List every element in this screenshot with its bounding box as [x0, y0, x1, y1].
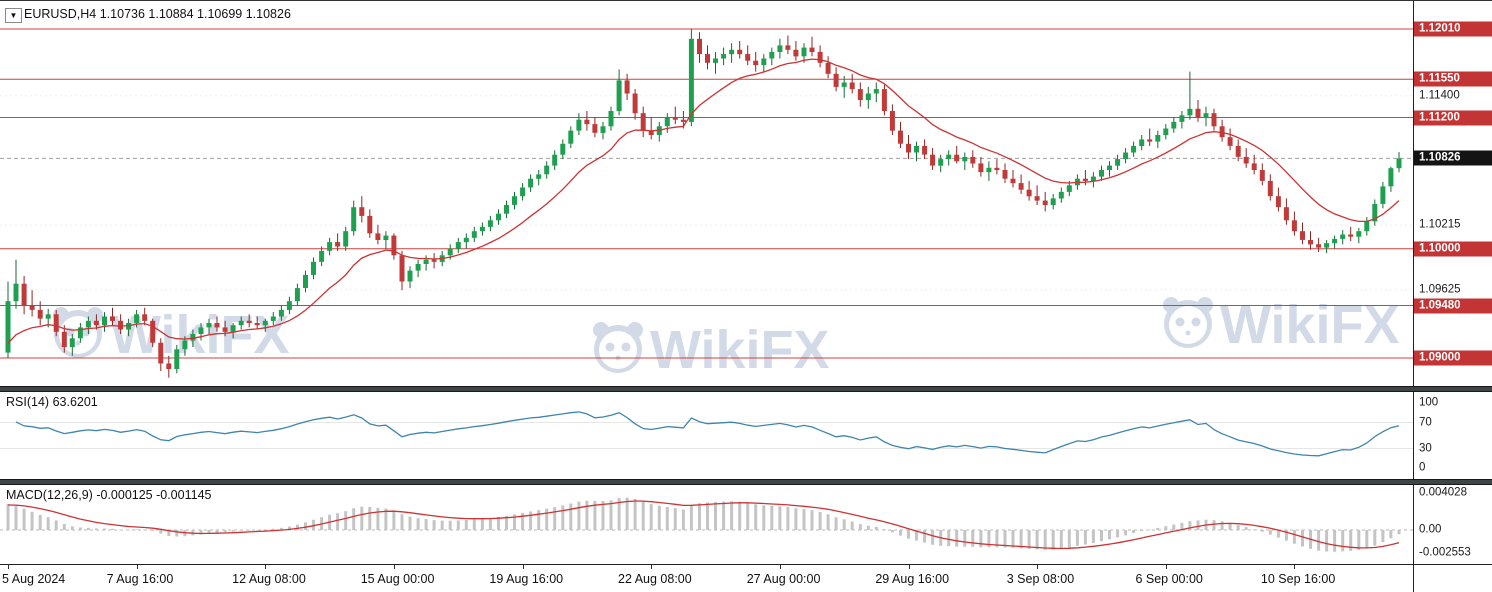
time-axis-label: 6 Sep 00:00	[1135, 572, 1203, 586]
rsi-scale-label: 70	[1419, 416, 1432, 428]
macd-histogram	[6, 497, 1401, 552]
macd-scale-label: 0.004028	[1419, 486, 1467, 499]
macd-signal-line	[7, 500, 1400, 550]
current-price-label: 1.10826	[1414, 150, 1492, 166]
macd-canvas[interactable]	[0, 485, 1413, 564]
wikifx-watermark-text: WikiFX	[650, 320, 830, 380]
main-chart-plot[interactable]: WikiFX WikiFX WikiFX ▼ EURUSD,H4 1.10736 1…	[0, 1, 1413, 386]
level-price-label: 1.11200	[1414, 110, 1492, 125]
time-tick	[1294, 565, 1296, 569]
time-tick	[265, 565, 267, 569]
macd-row: MACD(12,26,9) -0.000125 -0.001145 0.0040…	[0, 485, 1492, 564]
time-tick	[1037, 565, 1039, 569]
time-tick	[8, 565, 9, 569]
time-axis-label: 7 Aug 16:00	[106, 572, 174, 586]
macd-scale-axis: 0.004028 0.00 -0.002553	[1413, 485, 1492, 564]
price-axis[interactable]: 1.11400 1.10215 1.09625 1.12010 1.11550 1.112…	[1413, 1, 1492, 386]
level-price-label: 1.12010	[1414, 21, 1492, 37]
wikifx-logo-icon	[593, 322, 643, 373]
time-axis-label: 27 Aug 00:00	[746, 572, 821, 586]
chart-dropdown-icon[interactable]: ▼	[5, 8, 22, 23]
panel-separator[interactable]	[0, 479, 1492, 485]
chart-ohlc-readout: EURUSD,H4 1.10736 1.10884 1.10699 1.1082…	[24, 7, 291, 21]
macd-scale-label: 0.00	[1419, 523, 1442, 536]
macd-name: MACD(12,26,9)	[6, 488, 93, 502]
wikifx-watermark-text: WikiFX	[1220, 295, 1400, 355]
rsi-line	[15, 411, 1400, 457]
wikifx-logo-icon	[1163, 297, 1213, 348]
wikifx-watermark: WikiFX	[1163, 295, 1400, 355]
time-tick	[136, 565, 138, 569]
time-axis-label: 29 Aug 16:00	[875, 572, 950, 586]
time-tick	[522, 565, 524, 569]
rsi-scale-label: 0	[1419, 461, 1426, 474]
time-tick	[908, 565, 910, 569]
macd-values: -0.000125 -0.001145	[96, 488, 212, 502]
time-axis-row: 5 Aug 2024 7 Aug 16:00 12 Aug 08:00 15 Aug …	[0, 564, 1492, 592]
wikifx-watermark-text: WikiFX	[110, 305, 290, 365]
main-chart-row: WikiFX WikiFX WikiFX ▼ EURUSD,H4 1.10736 1…	[0, 1, 1492, 386]
level-price-label: 1.09000	[1414, 350, 1492, 366]
level-price-label: 1.11550	[1414, 71, 1492, 87]
time-tick	[651, 565, 653, 569]
macd-scale-label: -0.002553	[1419, 546, 1471, 559]
wikifx-watermark: WikiFX	[53, 305, 290, 365]
candles-layer	[5, 29, 1402, 378]
wikifx-watermark: WikiFX	[593, 320, 830, 380]
time-axis-label: 12 Aug 08:00	[232, 572, 306, 586]
time-tick	[779, 565, 781, 569]
price-tick-label: 1.11400	[1419, 89, 1460, 102]
ohlc-values: 1.10736 1.10884 1.10699 1.10826	[99, 7, 291, 21]
time-tick	[1165, 565, 1167, 569]
main-chart-canvas[interactable]: WikiFX WikiFX WikiFX	[0, 1, 1413, 386]
level-price-label: 1.09480	[1414, 298, 1492, 313]
macd-panel[interactable]: MACD(12,26,9) -0.000125 -0.001145	[0, 485, 1413, 564]
rsi-readout: RSI(14) 63.6201	[6, 395, 98, 409]
rsi-name: RSI(14)	[6, 395, 50, 409]
symbol-timeframe-label: EURUSD,H4	[24, 7, 97, 21]
rsi-scale-label: 100	[1419, 396, 1439, 409]
price-tick-label: 1.09625	[1419, 283, 1461, 296]
time-axis-label: 3 Sep 08:00	[1006, 572, 1075, 586]
panel-separator[interactable]	[0, 386, 1492, 392]
price-tick-label: 1.10215	[1419, 218, 1461, 231]
time-axis[interactable]: 5 Aug 2024 7 Aug 16:00 12 Aug 08:00 15 Aug …	[0, 565, 1413, 592]
time-axis-label: 15 Aug 00:00	[360, 572, 435, 586]
time-axis-label: 22 Aug 08:00	[618, 572, 692, 586]
macd-readout: MACD(12,26,9) -0.000125 -0.001145	[6, 488, 211, 502]
time-axis-corner	[1413, 565, 1492, 592]
rsi-value: 63.6201	[52, 395, 98, 409]
rsi-canvas[interactable]	[0, 392, 1413, 479]
time-axis-label: 10 Sep 16:00	[1260, 572, 1336, 586]
level-price-label: 1.10000	[1414, 241, 1492, 257]
rsi-panel[interactable]: RSI(14) 63.6201	[0, 392, 1413, 479]
rsi-row: RSI(14) 63.6201 100 70 30 0	[0, 392, 1492, 479]
rsi-scale-label: 30	[1419, 442, 1432, 454]
time-axis-label: 19 Aug 16:00	[489, 572, 564, 586]
time-axis-label: 5 Aug 2024	[2, 572, 66, 586]
time-tick	[393, 565, 395, 569]
ma-line	[7, 58, 1400, 344]
rsi-scale-axis: 100 70 30 0	[1413, 392, 1492, 479]
